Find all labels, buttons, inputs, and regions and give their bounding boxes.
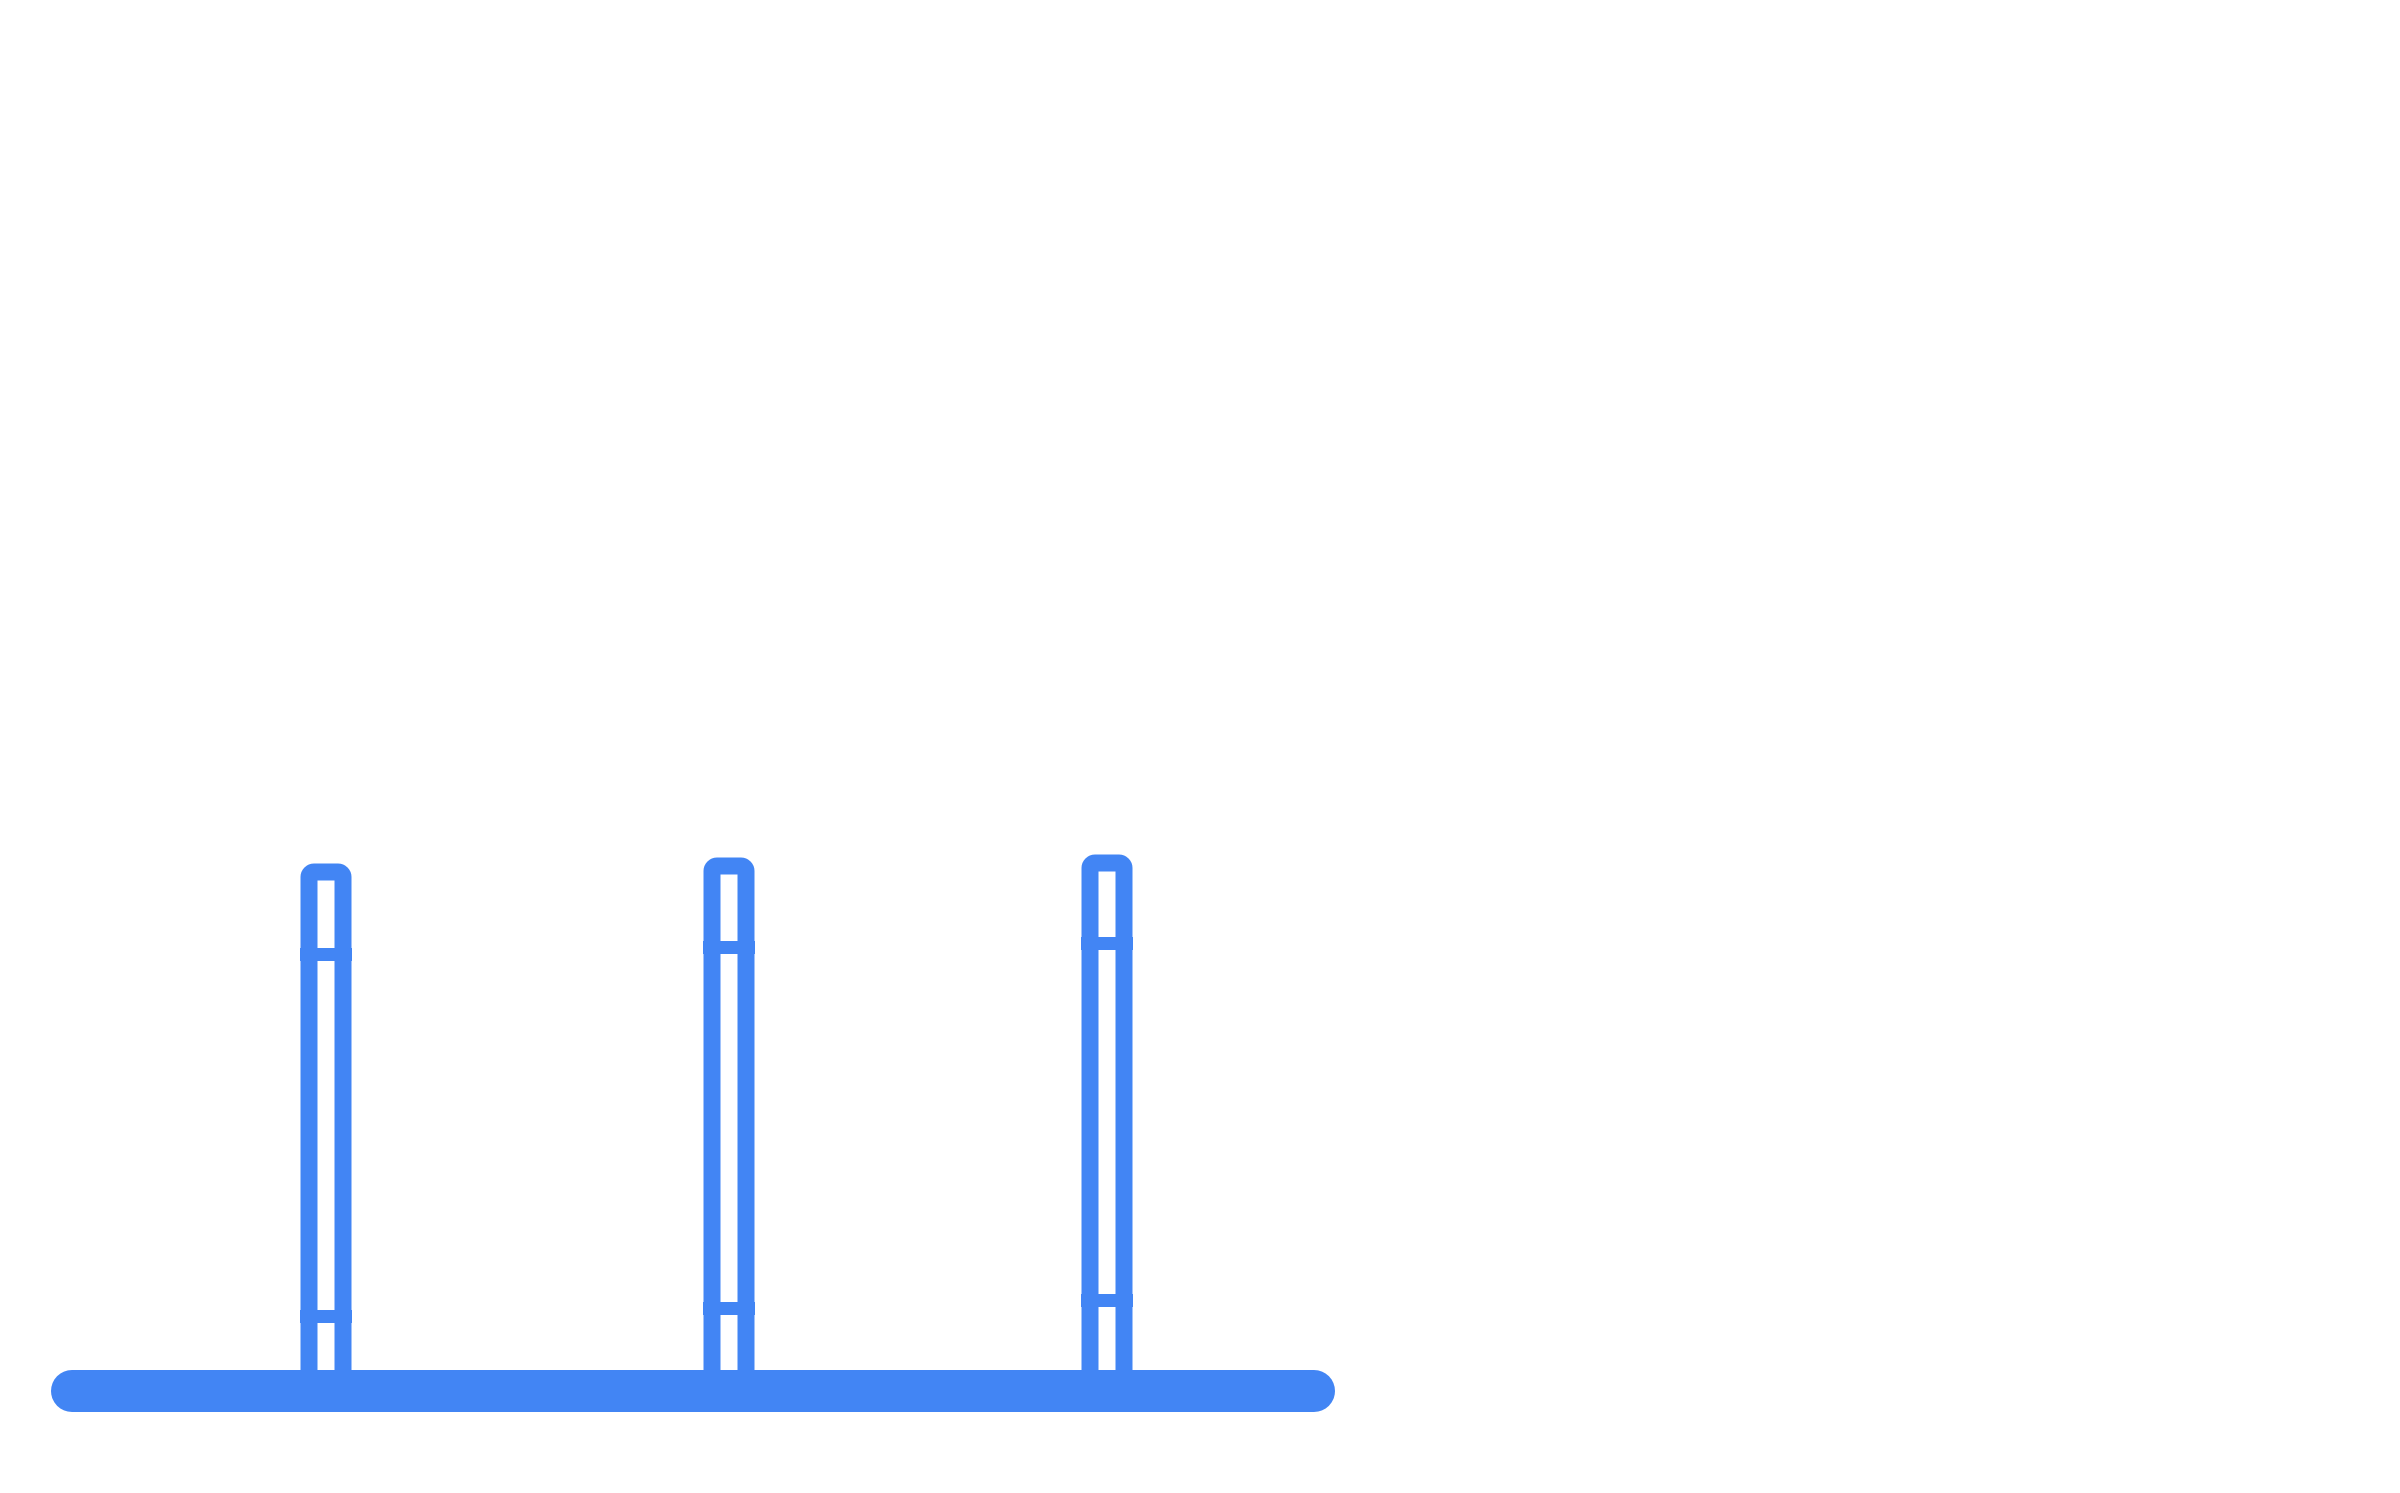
post-right-lower-band [1081,1294,1133,1307]
post-left [300,863,352,1391]
post-right-upper-band [1081,937,1133,950]
post-middle-lower-band [703,1302,755,1315]
post-right [1081,854,1133,1391]
post-middle-upper-band [703,941,755,954]
post-middle [703,857,755,1391]
post-left-lower-band [300,1310,352,1323]
post-left-upper-band [300,948,352,961]
